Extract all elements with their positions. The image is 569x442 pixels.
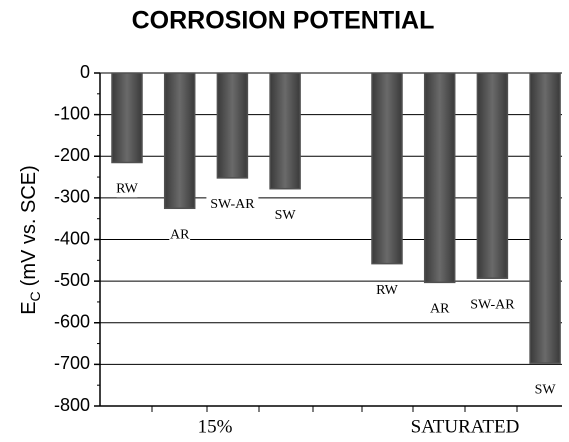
bar-label-bg xyxy=(169,227,191,244)
y-label-rest: (mV vs. SCE) xyxy=(18,165,40,286)
bar-label-bg xyxy=(429,301,451,318)
y-axis-label: EC (mV vs. SCE) xyxy=(18,165,42,315)
y-tick-label: -700 xyxy=(54,353,90,373)
y-label-main: E xyxy=(18,301,40,314)
bar-label-bg xyxy=(206,196,259,213)
y-tick-label: -800 xyxy=(54,395,90,415)
bar-label: SW-AR xyxy=(210,197,255,212)
bar xyxy=(216,72,249,179)
y-tick-label: -400 xyxy=(54,228,90,248)
bar xyxy=(163,72,196,210)
bar-label: SW xyxy=(275,208,297,223)
bar-label-bg xyxy=(116,181,138,198)
y-tick-label: -100 xyxy=(54,103,90,123)
bar-label-bg xyxy=(274,207,296,224)
x-tick-label: 15% xyxy=(198,416,233,437)
y-tick-label: -600 xyxy=(54,312,90,332)
bar-label: SW xyxy=(535,382,557,397)
bar xyxy=(269,72,301,190)
bar-label: RW xyxy=(376,283,399,298)
bar-label-bg xyxy=(376,282,398,299)
bar xyxy=(529,72,561,364)
chart-title: CORROSION POTENTIAL xyxy=(132,7,435,35)
bar xyxy=(423,72,456,284)
bar xyxy=(371,72,403,265)
y-tick-label: -200 xyxy=(54,145,90,165)
bar-label: RW xyxy=(116,182,139,197)
bar-label-bg xyxy=(466,297,519,314)
bar-label-bg xyxy=(534,382,556,399)
y-tick-label: 0 xyxy=(80,62,90,82)
y-label-sub: C xyxy=(27,291,43,301)
y-tick-label: -500 xyxy=(54,270,90,290)
x-tick-label: SATURATED xyxy=(411,416,520,437)
bar-label: SW-AR xyxy=(470,297,515,312)
bar-label: AR xyxy=(170,228,190,243)
bar xyxy=(111,72,143,164)
bar xyxy=(476,72,509,279)
bar-label: AR xyxy=(430,302,450,317)
y-tick-label: -300 xyxy=(54,187,90,207)
